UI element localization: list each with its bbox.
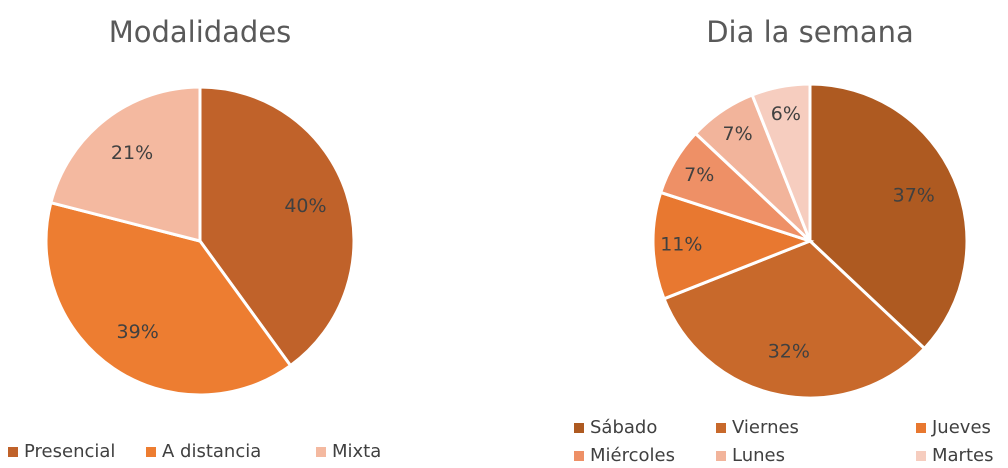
legend-swatch [716,423,726,433]
data-label: 40% [284,195,326,217]
pie-slice [662,239,927,400]
pie-slice [49,85,202,243]
pie-slice [44,200,293,397]
data-label: 7% [723,123,753,145]
legend-swatch [574,451,584,461]
legend-label: Viernes [732,417,799,438]
legend-label: Jueves [931,417,991,438]
data-label: 21% [111,142,153,164]
legend-swatch [574,423,584,433]
legend-label: Presencial [24,441,115,462]
pie-slice [750,82,812,242]
chart-title: Modalidades [109,15,292,49]
pie-slice [198,85,356,368]
legend-swatch [716,451,726,461]
data-label: 6% [771,103,801,125]
legend-swatch [916,451,926,461]
pie-slice [808,82,969,351]
legend-swatch [8,447,18,457]
legend-label: Miércoles [590,445,675,466]
data-label: 32% [768,341,810,363]
legend-swatch [146,447,156,457]
data-label: 7% [684,164,714,186]
legend-label: Sábado [590,417,657,438]
legend-swatch [916,423,926,433]
data-label: 39% [117,321,159,343]
legend-label: A distancia [162,441,261,462]
pie-slice [651,190,815,301]
legend-label: Lunes [732,445,785,466]
data-label: 11% [660,234,702,256]
legend-swatch [316,447,326,457]
legend-label: Mixta [332,441,381,462]
legend-label: Martes [932,445,993,466]
data-label: 37% [893,185,935,207]
chart-title: Dia la semana [706,15,914,49]
